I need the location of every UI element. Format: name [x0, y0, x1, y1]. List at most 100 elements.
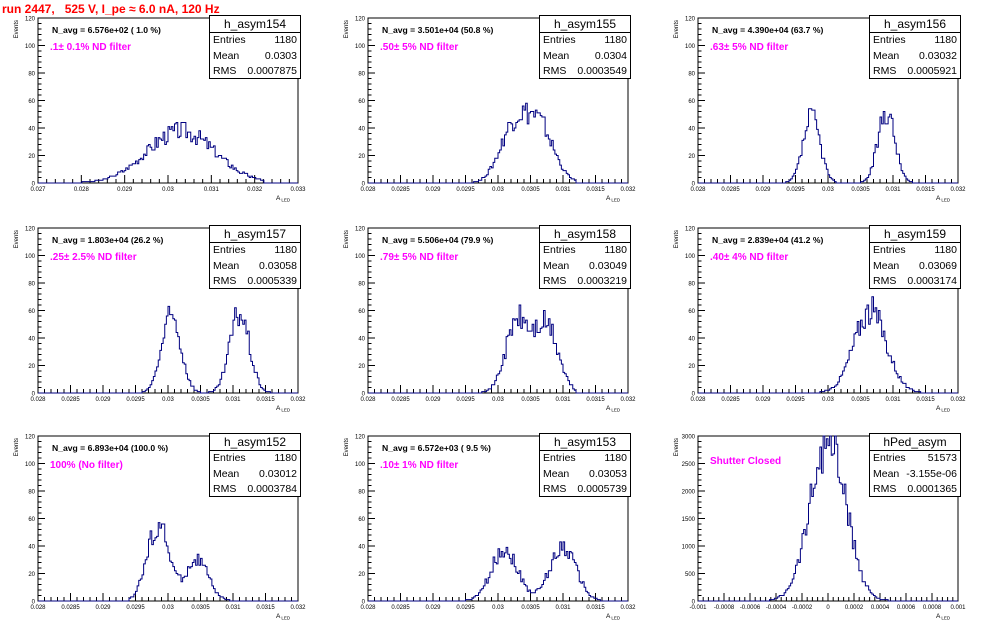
y-tick-label: 0 [362, 600, 366, 606]
stats-key: Entries [543, 452, 576, 464]
y-tick-label: 120 [25, 17, 36, 23]
x-tick-label: 0.0315 [586, 397, 605, 403]
stats-key: RMS [213, 65, 237, 77]
x-tick-label: 0.0305 [191, 605, 210, 611]
x-tick-label: 0.0285 [391, 187, 410, 193]
filter-label: .1± 0.1% ND filter [50, 42, 132, 53]
x-tick-label: 0 [826, 605, 830, 611]
navg-label: N_avg = 2.839e+04 (41.2 %) [712, 235, 824, 245]
x-tick-label: 0.032 [620, 397, 636, 403]
x-axis-label: ALED [936, 195, 951, 203]
y-tick-label: 120 [685, 17, 696, 23]
x-axis-label: ALED [606, 613, 621, 621]
x-tick-label: 0.0285 [391, 605, 410, 611]
x-tick-label: 0.001 [950, 605, 966, 611]
x-tick-label: 0.0002 [845, 605, 864, 611]
x-tick-label: 0.031 [555, 605, 571, 611]
y-tick-label: 40 [358, 337, 365, 343]
stats-key: Entries [873, 244, 906, 256]
x-tick-label: 0.032 [950, 187, 966, 193]
navg-label: N_avg = 6.576e+02 ( 1.0 %) [52, 25, 161, 35]
x-tick-label: 0.0285 [61, 397, 80, 403]
stats-value: 1180 [934, 244, 957, 256]
y-tick-label: 120 [25, 435, 36, 441]
x-tick-label: 0.0305 [521, 605, 540, 611]
y-axis-label: Events [344, 20, 350, 38]
stats-row-mean: Mean 0.03012 [210, 467, 300, 483]
y-tick-label: 0 [692, 182, 696, 188]
x-tick-label: 0.028 [360, 397, 376, 403]
x-tick-label: 0.031 [885, 187, 901, 193]
y-tick-label: 100 [25, 254, 36, 260]
x-axis-label: ALED [936, 613, 951, 621]
navg-label: N_avg = 1.803e+04 (26.2 %) [52, 235, 164, 245]
stats-row-mean: Mean 0.03069 [870, 259, 960, 275]
filter-label: .79± 5% ND filter [380, 252, 459, 263]
x-tick-label: 0.028 [360, 605, 376, 611]
x-tick-label: 0.03 [492, 187, 504, 193]
histogram-svg: 0 20 40 60 80 100 120 0.028 0.0285 0.029 0.0295 0.0… [344, 227, 636, 413]
y-tick-label: 120 [25, 227, 36, 233]
x-axis-label: ALED [606, 405, 621, 413]
y-tick-label: 2500 [682, 462, 696, 468]
stats-title: h_asym155 [540, 16, 630, 33]
x-tick-label: 0.03 [162, 187, 174, 193]
stats-box: h_asym154 Entries 1180 Mean 0.0303 RMS 0.00078… [209, 15, 301, 79]
stats-value: 0.0003174 [907, 275, 957, 287]
x-tick-label: 0.03 [492, 605, 504, 611]
y-tick-label: 1000 [682, 545, 696, 551]
stats-row-mean: Mean 0.03049 [540, 259, 630, 275]
histogram-svg: 0 20 40 60 80 100 120 0.027 0.028 0.029 0.03 0.031 0… [14, 17, 306, 203]
histogram-curve [368, 304, 628, 394]
y-tick-label: 40 [28, 545, 35, 551]
histogram-curve [698, 296, 958, 394]
stats-value: 51573 [927, 452, 957, 464]
histogram-svg: 0 20 40 60 80 100 120 0.028 0.0285 0.029 0.0295 0.0… [674, 227, 966, 413]
x-tick-label: 0.031 [555, 397, 571, 403]
x-tick-label: 0.028 [360, 187, 376, 193]
histogram-panel-h_asym158: 0 20 40 60 80 100 120 0.028 0.0285 0.029 0.0295 0.0… [338, 225, 658, 423]
y-axis-label: Events [14, 230, 20, 248]
stats-key: RMS [543, 65, 567, 77]
stats-row-mean: Mean 0.03058 [210, 259, 300, 275]
stats-key: RMS [873, 275, 897, 287]
filter-label: .25± 2.5% ND filter [50, 252, 137, 263]
y-tick-label: 60 [688, 99, 695, 105]
navg-label: N_avg = 4.390e+04 (63.7 %) [712, 25, 824, 35]
stats-row-entries: Entries 1180 [870, 243, 960, 259]
stats-row-rms: RMS 0.0001365 [870, 482, 960, 498]
x-axis-label: ALED [276, 613, 291, 621]
x-tick-label: 0.032 [950, 397, 966, 403]
y-tick-label: 60 [358, 99, 365, 105]
x-tick-label: 0.031 [225, 605, 241, 611]
stats-key: Mean [873, 49, 900, 62]
stats-key: Mean [543, 49, 570, 62]
y-tick-label: 120 [355, 435, 366, 441]
stats-row-entries: Entries 1180 [540, 33, 630, 49]
histogram-panel-h_asym152: 0 20 40 60 80 100 120 0.028 0.0285 0.029 0.0295 0.0… [8, 433, 328, 631]
x-tick-label: 0.0305 [521, 187, 540, 193]
x-tick-label: 0.0295 [126, 397, 145, 403]
stats-key: Entries [543, 244, 576, 256]
y-tick-label: 40 [358, 545, 365, 551]
y-tick-label: 60 [28, 517, 35, 523]
x-tick-label: 0.032 [290, 605, 306, 611]
y-tick-label: 60 [688, 309, 695, 315]
y-tick-label: 120 [685, 227, 696, 233]
x-tick-label: 0.0305 [851, 397, 870, 403]
navg-label: N_avg = 3.501e+04 (50.8 %) [382, 25, 494, 35]
x-tick-label: 0.029 [425, 605, 441, 611]
histogram-curve [698, 108, 958, 184]
filter-label: .50± 5% ND filter [380, 42, 459, 53]
y-tick-label: 60 [358, 517, 365, 523]
x-tick-label: 0.03 [162, 397, 174, 403]
stats-title: h_asym158 [540, 226, 630, 243]
stats-key: RMS [213, 275, 237, 287]
y-tick-label: 20 [358, 572, 365, 578]
y-tick-label: 20 [28, 154, 35, 160]
stats-box: h_asym155 Entries 1180 Mean 0.0304 RMS 0.00035… [539, 15, 631, 79]
histogram-svg: 0 500 1000 1500 2000 2500 3000 -0.001 -0.0008 -0.… [674, 435, 966, 621]
navg-label: N_avg = 5.506e+04 (79.9 %) [382, 235, 494, 245]
y-axis-label: Events [344, 438, 350, 456]
y-tick-label: 0 [32, 182, 36, 188]
